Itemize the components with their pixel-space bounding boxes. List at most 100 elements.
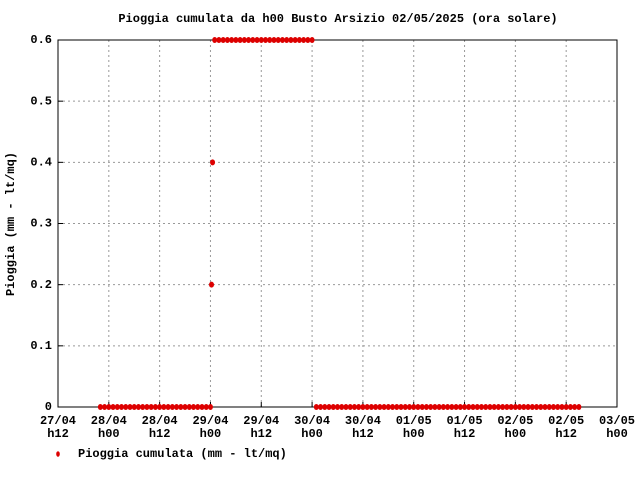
y-tick-label: 0.2 [30, 278, 52, 292]
data-point [161, 404, 167, 410]
data-point [542, 404, 548, 410]
data-point [364, 404, 370, 410]
data-point [210, 159, 216, 166]
data-point [550, 404, 556, 410]
data-point [301, 37, 307, 43]
data-point [335, 404, 340, 410]
data-point [123, 404, 129, 410]
x-tick-label: 29/04 h00 [192, 414, 228, 441]
data-point [406, 404, 412, 410]
x-tick-label: 03/05 h00 [599, 414, 635, 441]
data-point [360, 404, 366, 410]
data-point [220, 37, 226, 43]
data-point [555, 404, 561, 410]
data-point [144, 404, 150, 410]
data-point [305, 37, 311, 43]
data-point [169, 404, 175, 410]
data-point [394, 404, 400, 410]
data-point [347, 404, 353, 410]
data-point [402, 404, 408, 410]
data-point [233, 37, 239, 43]
legend-marker [56, 451, 60, 457]
data-point [567, 404, 573, 410]
data-point [279, 37, 285, 43]
x-tick-label: 30/04 h00 [294, 414, 330, 441]
data-point [207, 404, 213, 410]
data-point [318, 404, 324, 410]
data-point [114, 404, 120, 410]
data-point [191, 404, 197, 410]
data-point [135, 404, 141, 410]
chart-title: Pioggia cumulata da h00 Busto Arsizio 02… [118, 12, 557, 26]
data-point [483, 404, 489, 410]
data-point [559, 404, 565, 410]
y-tick-label: 0.3 [30, 217, 52, 231]
data-point [572, 404, 578, 410]
data-point [119, 404, 125, 410]
data-point [182, 404, 188, 410]
data-point [292, 37, 298, 43]
data-point [263, 37, 269, 43]
data-point [339, 404, 345, 410]
data-point [453, 404, 459, 410]
data-point [313, 404, 319, 410]
data-point [423, 404, 429, 410]
data-point [525, 404, 531, 410]
x-tick-label: 29/04 h12 [243, 414, 279, 441]
data-point [148, 404, 154, 410]
x-tick-label: 01/05 h00 [396, 414, 432, 441]
data-point [186, 404, 192, 410]
data-point [415, 404, 421, 410]
y-tick-label: 0.6 [30, 33, 52, 47]
data-point [521, 404, 527, 410]
data-point [309, 37, 315, 43]
data-point [127, 404, 133, 410]
data-point [229, 37, 235, 43]
data-point [157, 404, 163, 410]
data-point [495, 404, 501, 410]
data-point [457, 404, 463, 410]
data-point [487, 404, 493, 410]
data-point [271, 37, 277, 43]
data-point [436, 404, 442, 410]
data-point [512, 404, 518, 410]
data-point [508, 404, 514, 410]
data-point [343, 404, 349, 410]
y-tick-label: 0 [45, 400, 52, 414]
data-point [326, 404, 332, 410]
data-point [411, 404, 417, 410]
data-point [250, 37, 256, 43]
data-point [267, 37, 273, 43]
data-point [491, 404, 497, 410]
data-point [322, 404, 328, 410]
data-point [178, 404, 184, 410]
data-point [504, 404, 510, 410]
x-tick-label: 28/04 h12 [142, 414, 178, 441]
data-point [478, 404, 484, 410]
data-point [576, 404, 582, 410]
data-point [373, 404, 379, 410]
x-tick-label: 01/05 h12 [447, 414, 483, 441]
data-point [419, 404, 425, 410]
data-point [381, 404, 387, 410]
data-point [258, 37, 264, 43]
data-point [377, 404, 383, 410]
data-point [284, 37, 290, 43]
data-point [254, 37, 260, 43]
y-axis-label: Pioggia (mm - lt/mq) [4, 152, 18, 296]
data-point [449, 404, 455, 410]
data-point [275, 37, 281, 43]
data-point [288, 37, 294, 43]
data-point [110, 404, 116, 410]
data-point [462, 404, 468, 410]
data-point [440, 404, 446, 410]
data-point [330, 404, 336, 410]
data-point [470, 404, 476, 410]
data-point [140, 404, 146, 410]
data-point [174, 404, 180, 410]
data-point [237, 37, 243, 43]
data-point [546, 404, 552, 410]
data-point [212, 37, 218, 43]
